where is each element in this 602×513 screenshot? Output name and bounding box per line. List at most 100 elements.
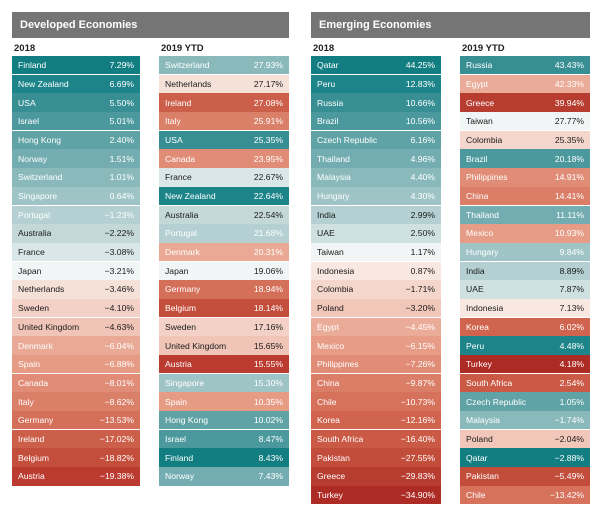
country-name: Egypt	[317, 321, 339, 332]
emerging-2018-header: 2018	[313, 43, 335, 54]
return-value: 11.11%	[556, 209, 584, 220]
country-name: Hong Kong	[165, 415, 209, 426]
country-name: United Kingdom	[18, 321, 80, 332]
return-value: 1.17%	[410, 247, 435, 258]
return-value: 15.65%	[253, 340, 283, 351]
table-row: Netherlands 27.17%	[159, 74, 289, 94]
return-value: 19.06%	[253, 265, 283, 276]
country-name: Malaysia	[466, 415, 500, 426]
country-name: United Kingdom	[165, 340, 227, 351]
return-value: 18.14%	[253, 303, 283, 314]
country-name: Peru	[317, 78, 336, 89]
return-value: 20.18%	[554, 153, 584, 164]
table-row: Spain 10.35%	[159, 392, 289, 411]
return-value: −13.53%	[99, 415, 134, 426]
table-row: Thailand 4.96%	[311, 149, 441, 168]
country-name: Chile	[466, 490, 486, 500]
table-row: Malaysia 4.40%	[311, 168, 441, 187]
country-name: New Zealand	[165, 191, 216, 201]
return-value: 4.96%	[410, 153, 435, 164]
return-value: −4.10%	[104, 303, 134, 314]
table-row: Chile −13.42%	[460, 485, 590, 505]
table-row: Poland −2.04%	[460, 429, 590, 449]
return-value: −1.71%	[405, 284, 435, 295]
table-row: Peru 12.83%	[311, 74, 441, 94]
country-name: Korea	[466, 321, 489, 332]
table-row: Hong Kong 10.02%	[159, 411, 289, 430]
table-row: United Kingdom −4.63%	[12, 317, 140, 337]
country-name: Philippines	[317, 359, 359, 370]
table-row: New Zealand 22.64%	[159, 186, 289, 206]
table-row: Taiwan 27.77%	[460, 112, 590, 131]
return-value: 9.84%	[559, 247, 584, 258]
emerging-2019-header: 2019 YTD	[462, 43, 505, 54]
table-row: Hungary 9.84%	[460, 242, 590, 262]
return-value: 1.05%	[559, 396, 584, 407]
country-name: Malaysia	[317, 172, 351, 183]
table-row: Switzerland 27.93%	[159, 56, 289, 75]
country-name: Norway	[18, 153, 48, 164]
return-value: 6.16%	[410, 134, 435, 145]
country-name: Sweden	[165, 321, 197, 332]
country-name: Indonesia	[317, 265, 355, 276]
table-row: Canada −8.01%	[12, 373, 140, 393]
return-value: 25.35%	[554, 134, 584, 145]
table-row: Korea 6.02%	[460, 317, 590, 337]
table-row: Finland 7.29%	[12, 56, 140, 75]
country-name: Brazil	[466, 153, 488, 164]
table-row: Brazil 20.18%	[460, 149, 590, 168]
country-name: Turkey	[466, 359, 492, 370]
country-name: Colombia	[466, 134, 503, 145]
return-value: 44.25%	[405, 60, 435, 71]
country-name: Mexico	[317, 340, 345, 351]
table-row: Colombia −1.71%	[311, 280, 441, 299]
country-name: Poland	[466, 433, 493, 444]
return-value: 7.87%	[559, 284, 584, 295]
return-value: 10.66%	[405, 97, 435, 108]
return-value: 4.48%	[559, 340, 584, 351]
country-name: Greece	[317, 471, 346, 482]
return-value: −9.87%	[405, 377, 435, 388]
table-row: France −3.08%	[12, 242, 140, 262]
country-name: Sweden	[18, 303, 50, 314]
country-name: Pakistan	[466, 471, 499, 482]
table-row: Austria 15.55%	[159, 355, 289, 374]
table-row: Germany −13.53%	[12, 411, 140, 430]
country-name: Czech Republic	[466, 396, 527, 407]
return-value: −16.40%	[400, 433, 435, 444]
table-row: Hong Kong 2.40%	[12, 130, 140, 150]
table-row: India 2.99%	[311, 205, 441, 224]
country-name: Germany	[165, 284, 201, 295]
return-value: 22.54%	[253, 209, 283, 220]
table-row: Italy −8.62%	[12, 392, 140, 411]
table-row: Ireland −17.02%	[12, 429, 140, 449]
country-name: Germany	[18, 415, 54, 426]
return-value: 27.77%	[554, 116, 584, 127]
table-row: South Africa 2.54%	[460, 373, 590, 393]
country-name: South Africa	[317, 433, 364, 444]
country-name: Italy	[18, 396, 34, 407]
country-name: Poland	[317, 303, 344, 314]
country-name: Egypt	[466, 78, 488, 89]
return-value: 1.01%	[109, 172, 134, 183]
return-value: −8.62%	[104, 396, 134, 407]
country-name: Ireland	[165, 97, 192, 108]
table-row: Ireland 27.08%	[159, 93, 289, 112]
return-value: 4.30%	[410, 191, 435, 201]
return-value: 10.35%	[253, 396, 283, 407]
return-value: 7.43%	[258, 471, 283, 482]
table-row: UAE 2.50%	[311, 224, 441, 243]
table-row: Japan 19.06%	[159, 261, 289, 280]
return-value: 22.67%	[253, 172, 283, 183]
table-row: USA 25.35%	[159, 130, 289, 150]
country-name: Pakistan	[317, 452, 350, 463]
table-row: Australia 22.54%	[159, 205, 289, 224]
return-value: −12.16%	[400, 415, 435, 426]
return-value: 15.30%	[253, 377, 283, 388]
return-value: 10.56%	[405, 116, 435, 127]
country-name: Turkey	[317, 490, 343, 500]
country-name: Czech Republic	[317, 134, 378, 145]
return-value: 0.87%	[410, 265, 435, 276]
table-row: Germany 18.94%	[159, 280, 289, 299]
table-row: Portugal −1.23%	[12, 205, 140, 224]
